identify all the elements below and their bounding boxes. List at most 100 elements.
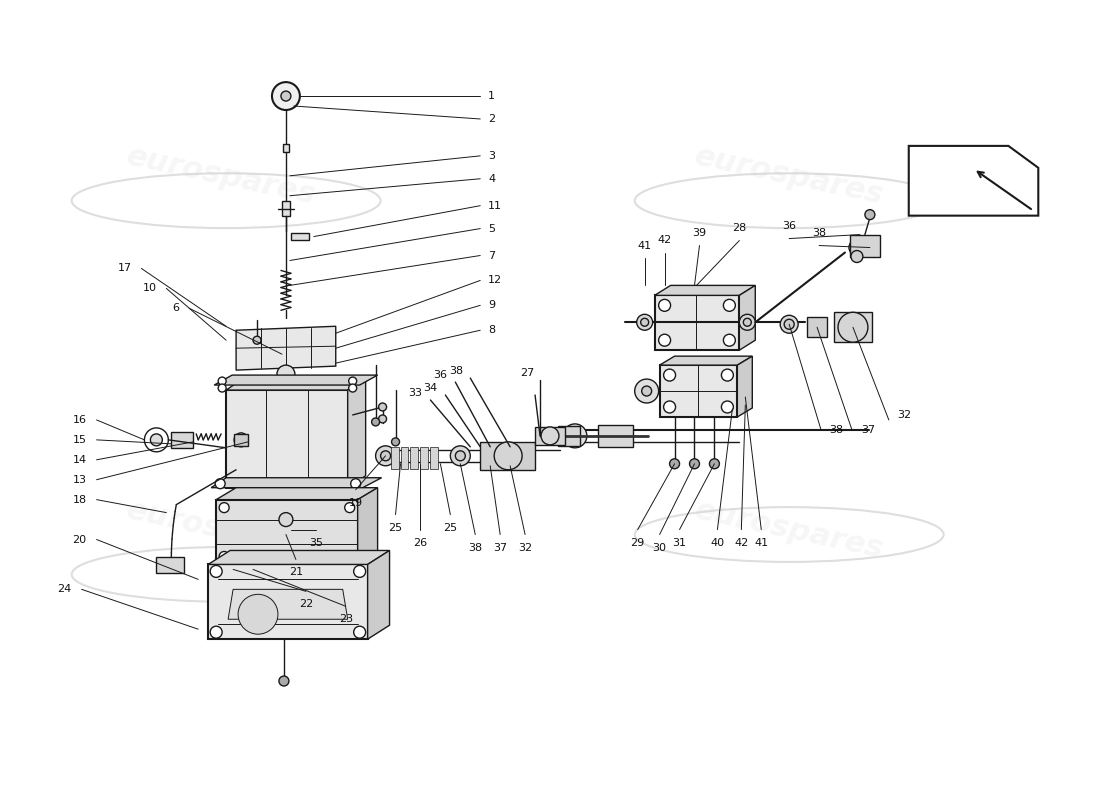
- Text: 16: 16: [73, 415, 87, 425]
- Circle shape: [354, 566, 365, 578]
- Text: 11: 11: [488, 201, 503, 210]
- Bar: [400, 447, 408, 469]
- Bar: [834, 312, 872, 342]
- Circle shape: [640, 318, 649, 326]
- Bar: [208, 565, 367, 639]
- Polygon shape: [228, 590, 348, 619]
- Text: 31: 31: [672, 538, 686, 547]
- Circle shape: [710, 458, 719, 469]
- Polygon shape: [208, 550, 389, 565]
- Text: 30: 30: [652, 542, 667, 553]
- Circle shape: [724, 334, 736, 346]
- Circle shape: [272, 82, 300, 110]
- Bar: [234, 434, 249, 446]
- Text: 15: 15: [73, 435, 87, 445]
- Circle shape: [210, 626, 222, 638]
- Polygon shape: [909, 146, 1038, 216]
- Circle shape: [670, 458, 680, 469]
- Text: eurospares: eurospares: [124, 495, 318, 564]
- Text: 42: 42: [734, 538, 748, 547]
- Text: 32: 32: [518, 542, 532, 553]
- Text: eurospares: eurospares: [692, 495, 887, 564]
- Text: 23: 23: [339, 614, 353, 624]
- Circle shape: [218, 384, 227, 392]
- Circle shape: [218, 377, 227, 385]
- Polygon shape: [217, 500, 358, 565]
- Circle shape: [541, 427, 559, 445]
- Bar: [660, 365, 737, 417]
- Text: 40: 40: [711, 538, 725, 547]
- Bar: [481, 442, 535, 470]
- Circle shape: [210, 566, 222, 578]
- Text: 37: 37: [861, 425, 875, 435]
- Polygon shape: [236, 326, 336, 370]
- Circle shape: [378, 403, 386, 411]
- Circle shape: [724, 299, 736, 311]
- Text: 42: 42: [658, 234, 672, 245]
- Text: 38: 38: [812, 227, 826, 238]
- Text: 25: 25: [388, 522, 403, 533]
- Text: 6: 6: [173, 303, 179, 314]
- Text: 26: 26: [414, 538, 428, 547]
- Circle shape: [216, 478, 225, 489]
- Bar: [850, 234, 880, 257]
- Text: 5: 5: [488, 223, 495, 234]
- Bar: [430, 447, 439, 469]
- Circle shape: [494, 442, 522, 470]
- Circle shape: [219, 551, 229, 562]
- Bar: [283, 144, 289, 152]
- Circle shape: [450, 446, 471, 466]
- Polygon shape: [211, 478, 382, 488]
- Circle shape: [253, 336, 261, 344]
- Bar: [420, 447, 428, 469]
- Circle shape: [744, 318, 751, 326]
- Circle shape: [219, 502, 229, 513]
- Circle shape: [865, 210, 874, 220]
- Bar: [156, 558, 185, 574]
- Text: 21: 21: [289, 567, 302, 578]
- Circle shape: [344, 551, 354, 562]
- Bar: [282, 201, 290, 216]
- Text: 29: 29: [630, 538, 645, 547]
- Polygon shape: [348, 378, 365, 488]
- Polygon shape: [654, 286, 756, 295]
- Polygon shape: [227, 378, 365, 390]
- Polygon shape: [264, 382, 308, 390]
- Text: 3: 3: [488, 151, 495, 161]
- Circle shape: [563, 424, 587, 448]
- Polygon shape: [367, 550, 389, 639]
- Bar: [227, 390, 348, 488]
- Circle shape: [234, 433, 249, 447]
- Polygon shape: [214, 375, 377, 385]
- Circle shape: [739, 314, 756, 330]
- Circle shape: [372, 418, 379, 426]
- Text: 41: 41: [638, 241, 651, 250]
- Text: 22: 22: [299, 599, 314, 610]
- Circle shape: [392, 438, 399, 446]
- Text: 27: 27: [520, 368, 535, 378]
- Text: 12: 12: [488, 275, 503, 286]
- Text: 7: 7: [488, 250, 495, 261]
- Circle shape: [349, 384, 356, 392]
- Bar: [410, 447, 418, 469]
- Circle shape: [722, 369, 734, 381]
- Bar: [172, 432, 194, 448]
- Circle shape: [722, 401, 734, 413]
- Text: 37: 37: [493, 542, 507, 553]
- Bar: [290, 233, 309, 239]
- Circle shape: [280, 91, 290, 101]
- Circle shape: [663, 369, 675, 381]
- Circle shape: [238, 594, 278, 634]
- Circle shape: [378, 415, 386, 423]
- Text: 19: 19: [349, 498, 363, 508]
- Text: eurospares: eurospares: [692, 142, 887, 210]
- Circle shape: [344, 502, 354, 513]
- Text: 32: 32: [896, 410, 911, 420]
- Circle shape: [690, 458, 700, 469]
- Text: 38: 38: [449, 366, 463, 376]
- Text: 10: 10: [142, 283, 156, 294]
- Circle shape: [151, 434, 163, 446]
- Text: 33: 33: [408, 388, 422, 398]
- Text: 24: 24: [57, 584, 72, 594]
- Bar: [558, 426, 580, 446]
